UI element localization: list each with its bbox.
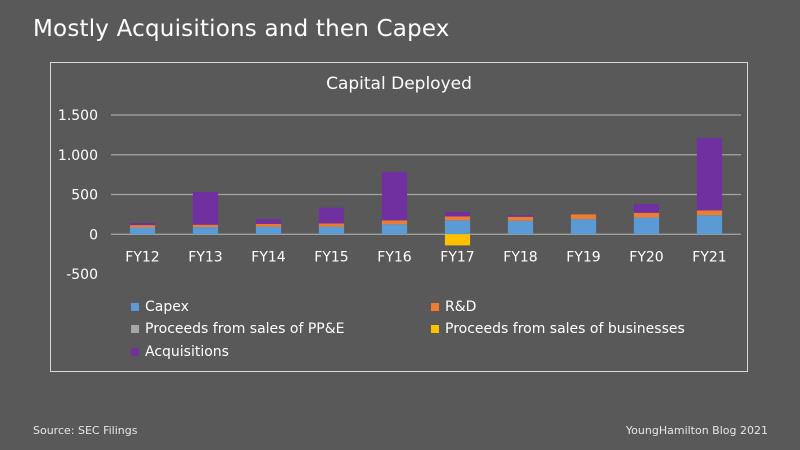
x-tick-label: FY14 (251, 249, 286, 265)
legend-swatch (431, 303, 439, 311)
x-tick-label: FY12 (125, 249, 159, 265)
x-tick-label: FY16 (377, 249, 412, 265)
legend-label: Proceeds from sales of businesses (445, 321, 685, 337)
bar-segment (318, 226, 345, 235)
x-tick-label: FY21 (692, 249, 726, 265)
x-tick-label: FY15 (314, 249, 348, 265)
bar-segment (255, 219, 282, 224)
y-tick-label: 500 (71, 188, 98, 204)
legend-label: Proceeds from sales of PP&E (145, 321, 345, 337)
legend-label: R&D (445, 299, 477, 315)
bar-segment (696, 215, 723, 235)
bar-segment (129, 223, 156, 226)
source-note: Source: SEC Filings (33, 424, 138, 437)
legend-swatch (131, 325, 139, 333)
x-tick-label: FY19 (566, 249, 600, 265)
bar-segment (507, 216, 534, 221)
bar-segment (444, 234, 471, 246)
legend-item: Capex (131, 299, 189, 315)
bar-segment (570, 214, 597, 220)
bar-segment (318, 223, 345, 227)
bar-segment (507, 215, 534, 217)
legend-swatch (131, 303, 139, 311)
y-tick-label: 1.000 (58, 148, 98, 164)
slide-title: Mostly Acquisitions and then Capex (33, 16, 450, 42)
x-tick-label: FY17 (440, 249, 474, 265)
legend-label: Capex (145, 299, 189, 315)
bar-segment (444, 211, 471, 217)
bar-segment (129, 225, 156, 228)
bar-segment (507, 220, 534, 235)
legend-item: R&D (431, 299, 476, 315)
legend-item: Proceeds from sales of businesses (431, 321, 685, 337)
bar-segment (633, 217, 660, 235)
y-tick-label: -500 (66, 267, 98, 283)
x-tick-label: FY18 (503, 249, 537, 265)
bar-segment (381, 171, 408, 221)
bar-segment (381, 220, 408, 225)
bar-segment (444, 216, 471, 221)
legend-item: Acquisitions (131, 344, 229, 360)
bar-segment (633, 204, 660, 213)
bar-segment (696, 138, 723, 211)
bar-segment (696, 210, 723, 216)
bar-segment (255, 223, 282, 227)
bar-segment (633, 212, 660, 218)
chart-title: Capital Deployed (326, 74, 472, 94)
bar-segment (318, 207, 345, 224)
legend-swatch (431, 325, 439, 333)
bar-segment (192, 224, 219, 228)
chart-plot-area: -500 0 500 1.000 1.500 FY12 FY13 FY14 FY15 FY16 FY… (58, 108, 741, 283)
chart-frame: Capital Deployed -500 0 500 1.000 1.500 FY12 F… (50, 62, 748, 372)
y-tick-label: 0 (89, 227, 98, 243)
legend-swatch (131, 348, 139, 356)
legend-label: Acquisitions (145, 344, 229, 360)
bar-segment (255, 226, 282, 235)
bar-segment (192, 192, 219, 225)
x-tick-label: FY20 (629, 249, 663, 265)
legend-item: Proceeds from sales of PP&E (131, 321, 345, 337)
bar-segment (129, 227, 156, 235)
bar-segment (570, 219, 597, 235)
bar-segment (444, 220, 471, 235)
credit-note: YoungHamilton Blog 2021 (625, 424, 768, 437)
x-tick-label: FY13 (188, 249, 222, 265)
y-tick-label: 1.500 (58, 108, 98, 124)
bar-segment (381, 224, 408, 235)
bar-segment (192, 227, 219, 235)
